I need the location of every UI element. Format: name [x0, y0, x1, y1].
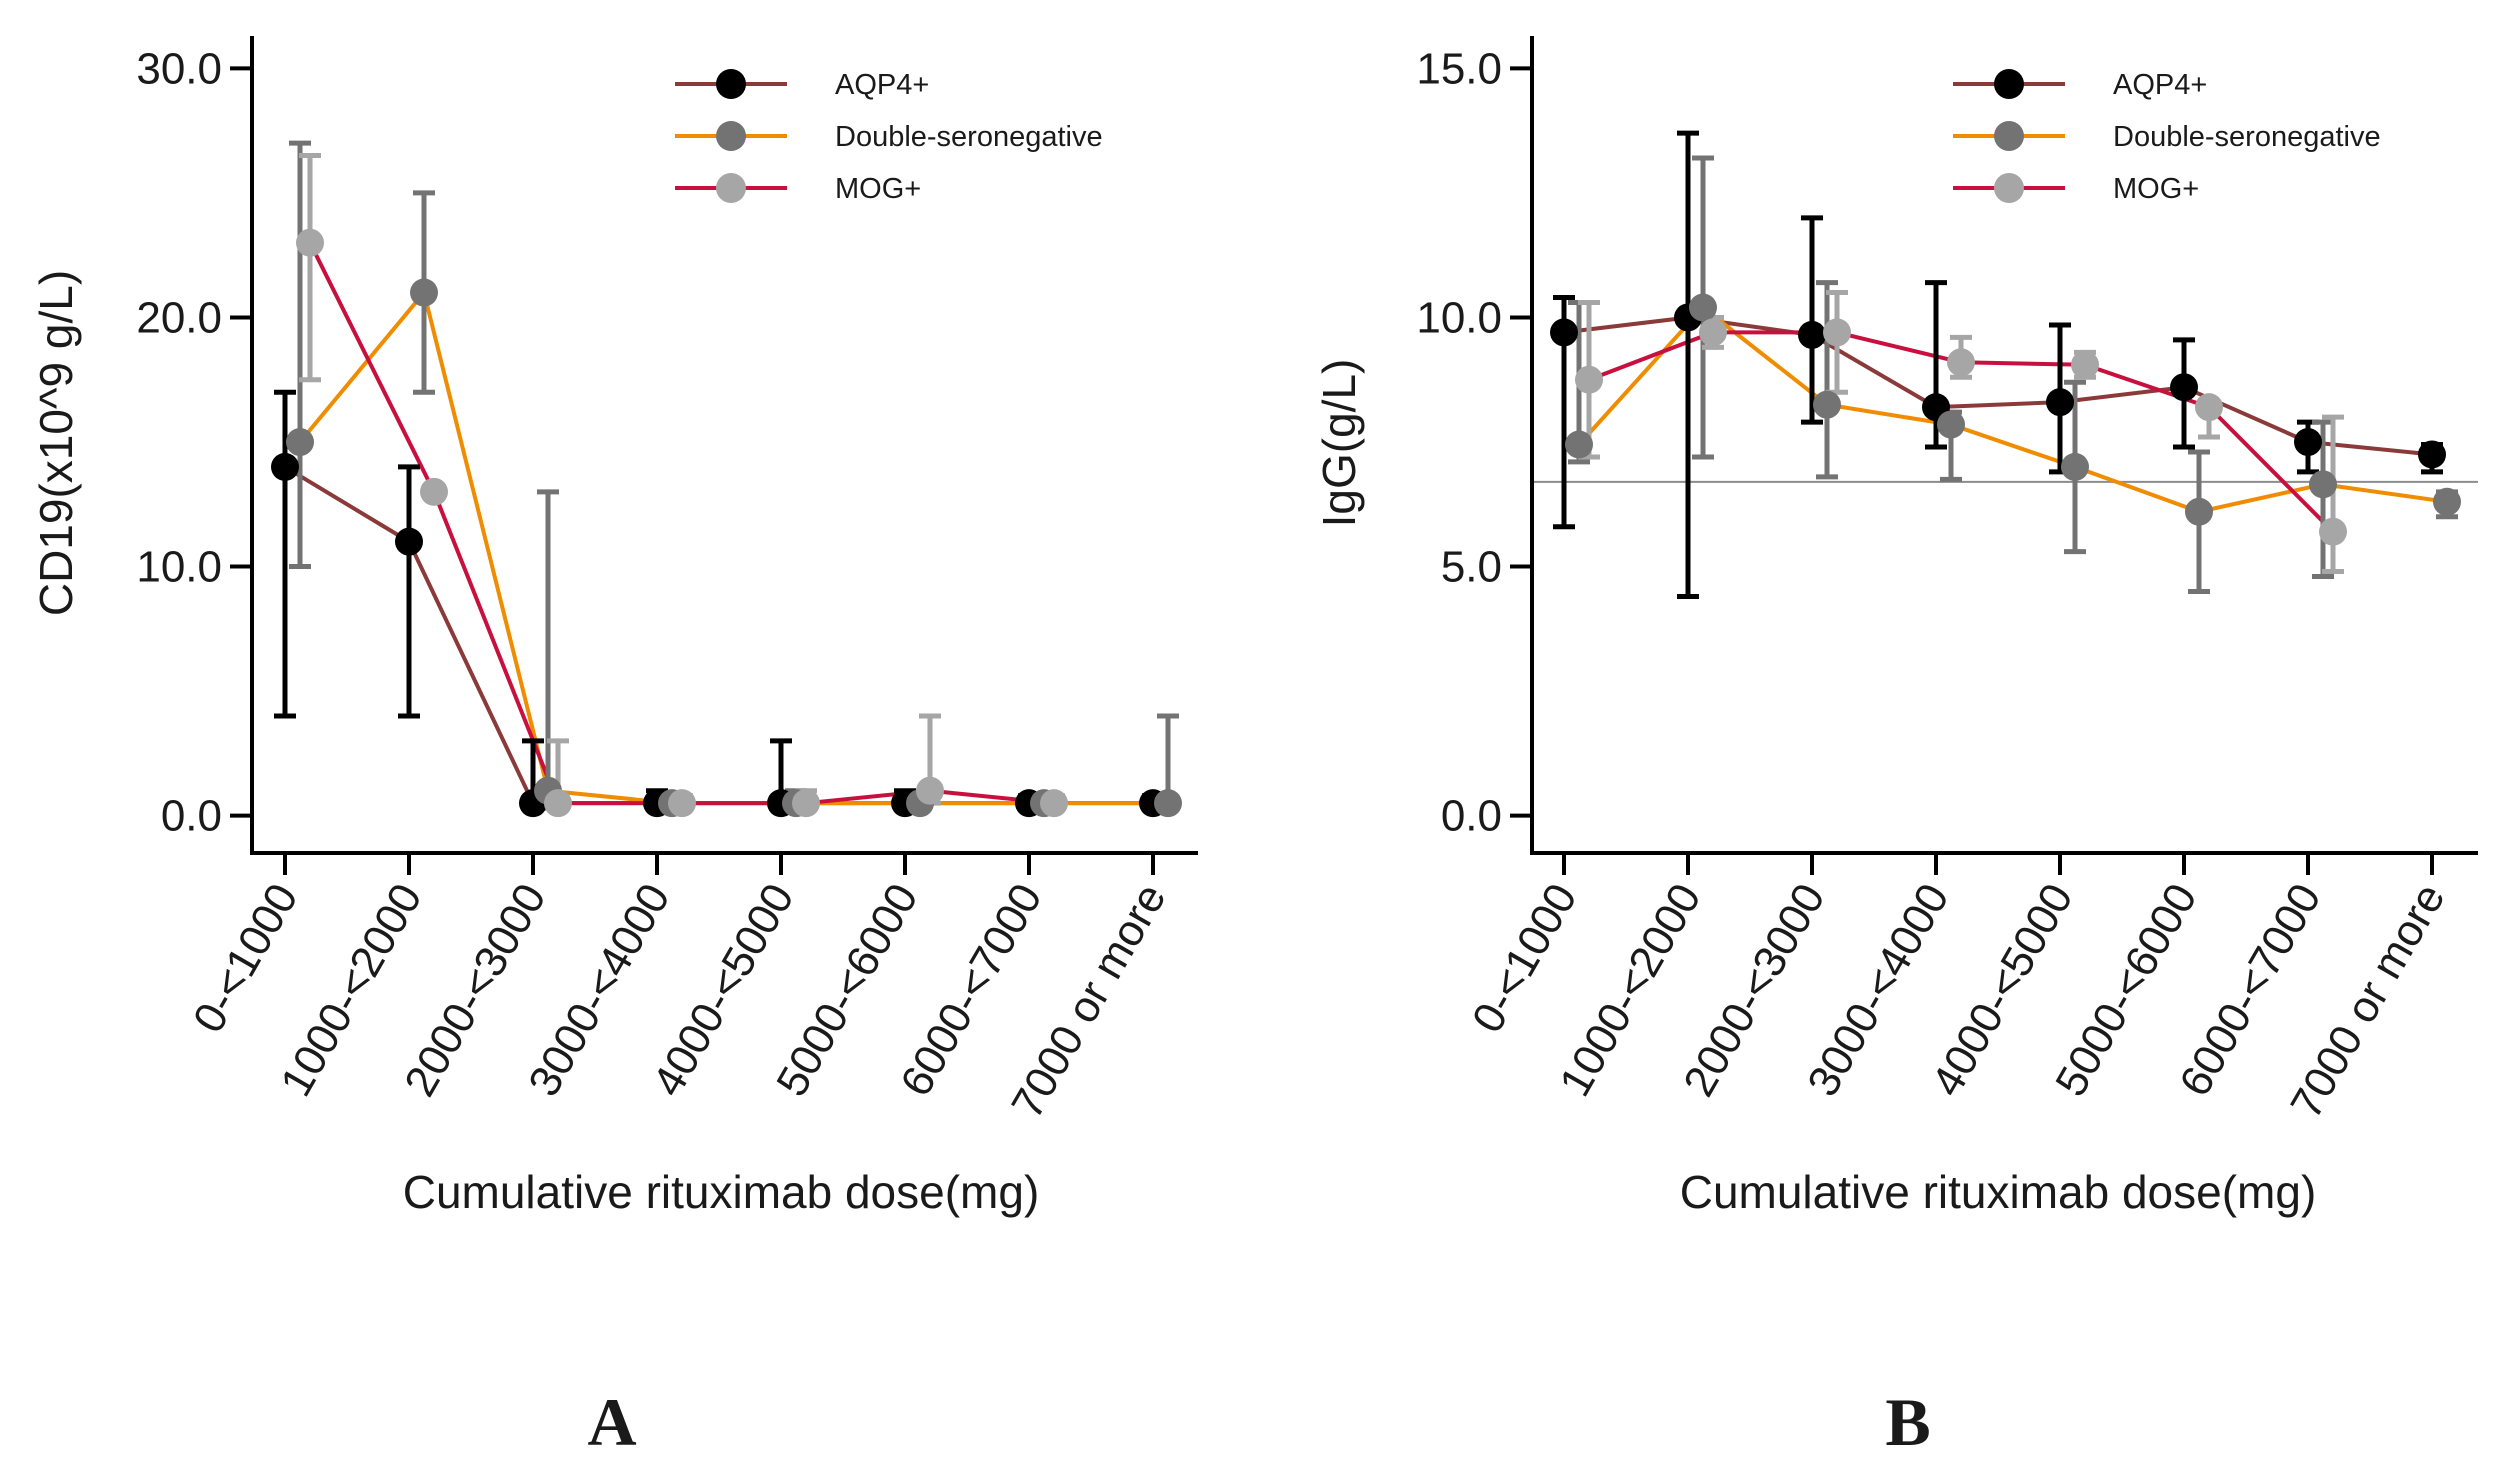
- chart-a-legend-label: AQP4+: [835, 69, 929, 101]
- chart-a-data-point: [420, 477, 448, 506]
- chart-b-xtick-label: 0-<1000: [1463, 876, 1587, 1041]
- chart-panel-a: 0.0 10.0 20.0 30.0 0-<10001000-<20002000-<3…: [30, 36, 1198, 1460]
- chart-b-data-point: [1689, 293, 1717, 322]
- chart-b-legend-marker: [1994, 121, 2024, 151]
- chart-b-legend-marker: [1994, 69, 2024, 99]
- chart-a-data-point: [410, 278, 438, 307]
- chart-a-ytick-label: 10.0: [136, 543, 222, 592]
- chart-b-data-point: [1823, 318, 1851, 347]
- chart-a-x-axis-label: Cumulative rituximab dose(mg): [403, 1166, 1040, 1218]
- chart-a-data-point: [792, 789, 820, 818]
- chart-b-data-point: [2418, 440, 2446, 469]
- chart-a-data-point: [286, 428, 314, 457]
- chart-a-error-bar: [398, 464, 420, 719]
- chart-b-data-point: [2185, 497, 2213, 526]
- panel-label-a: A: [587, 1384, 636, 1460]
- chart-b-ytick-label: 0.0: [1441, 792, 1502, 841]
- chart-b-data-point: [2061, 452, 2089, 481]
- chart-a-x-ticks: 0-<10001000-<20002000-<30003000-<4000400…: [184, 853, 1176, 1127]
- chart-a-y-ticks: 0.0 10.0 20.0 30.0: [136, 44, 252, 841]
- chart-a-legend-marker: [716, 173, 746, 203]
- chart-a-data-point: [271, 452, 299, 481]
- chart-panel-b: 0.0 5.0 10.0 15.0 0-<10001000-<20002000-<30…: [1313, 36, 2478, 1460]
- chart-b-error-bar: [2322, 414, 2344, 575]
- chart-a-legend-marker: [716, 121, 746, 151]
- chart-b-y-ticks: 0.0 5.0 10.0 15.0: [1416, 44, 1532, 841]
- chart-a-legend-marker: [716, 69, 746, 99]
- chart-a-data-point: [668, 789, 696, 818]
- chart-b-data-point: [1798, 320, 1826, 349]
- chart-b-ytick-label: 10.0: [1416, 293, 1502, 342]
- chart-b-ytick-label: 5.0: [1441, 543, 1502, 592]
- chart-a-legend-label: Double-seronegative: [835, 121, 1103, 153]
- chart-b-data-point: [1550, 318, 1578, 347]
- chart-b-data-point: [1565, 430, 1593, 459]
- chart-b-data-point: [2046, 388, 2074, 417]
- chart-a-data-point: [395, 527, 423, 556]
- chart-b-data-point: [2170, 373, 2198, 402]
- chart-b-legend-label: AQP4+: [2113, 69, 2207, 101]
- chart-b-data-point: [1813, 390, 1841, 419]
- chart-a-data-point: [1040, 789, 1068, 818]
- chart-a-ytick-label: 0.0: [161, 792, 222, 841]
- chart-b-y-axis-label: IgG(g/L): [1313, 359, 1365, 528]
- chart-a-ytick-label: 30.0: [136, 44, 222, 93]
- chart-b-data-point: [1937, 410, 1965, 439]
- chart-a-series-line: [283, 465, 1153, 806]
- chart-b-data-point: [1947, 348, 1975, 377]
- chart-a-legend: AQP4+ Double-seronegative MOG+: [675, 69, 1103, 205]
- chart-b-x-axis-label: Cumulative rituximab dose(mg): [1680, 1166, 2317, 1218]
- chart-a-xtick-label: 0-<1000: [184, 876, 308, 1041]
- chart-b-data-point: [2071, 350, 2099, 379]
- chart-a-legend-label: MOG+: [835, 173, 921, 205]
- chart-b-data-point: [2195, 393, 2223, 422]
- chart-a-series-line: [298, 290, 1168, 806]
- chart-b-plot-layer: [1532, 130, 2478, 599]
- chart-b-legend-marker: [1994, 173, 2024, 203]
- panel-label-b: B: [1885, 1384, 1930, 1460]
- chart-b-data-point: [2433, 487, 2461, 516]
- chart-b-legend-label: Double-seronegative: [2113, 121, 2381, 153]
- chart-b-data-point: [2319, 517, 2347, 546]
- chart-a-plot-layer: [271, 140, 1182, 818]
- chart-b-error-bar: [1677, 130, 1699, 599]
- chart-b-data-point: [1575, 365, 1603, 394]
- chart-a-error-bar: [289, 140, 311, 570]
- chart-a-error-bar: [274, 389, 296, 719]
- chart-a-y-axis-label: CD19(x10^9 g/L): [30, 270, 82, 616]
- chart-b-axes: [1530, 36, 2478, 855]
- chart-b-ytick-label: 15.0: [1416, 44, 1502, 93]
- chart-b-x-ticks: 0-<10001000-<20002000-<30003000-<4000400…: [1463, 853, 2455, 1127]
- chart-b-legend-label: MOG+: [2113, 173, 2199, 205]
- chart-b-legend: AQP4+ Double-seronegative MOG+: [1953, 69, 2381, 205]
- chart-b-data-point: [2309, 470, 2337, 499]
- chart-b-error-bar: [1816, 280, 1838, 480]
- chart-a-data-point: [544, 789, 572, 818]
- chart-a-data-point: [916, 776, 944, 805]
- chart-b-data-point: [2294, 428, 2322, 457]
- chart-a-axes: [250, 36, 1198, 855]
- chart-a-error-bar: [299, 153, 321, 383]
- chart-a-data-point: [1154, 789, 1182, 818]
- chart-b-data-point: [1699, 318, 1727, 347]
- chart-a-data-point: [296, 228, 324, 257]
- chart-b-error-bar: [2312, 419, 2334, 580]
- chart-a-ytick-label: 20.0: [136, 293, 222, 342]
- chart-b-error-bar: [1801, 215, 1823, 425]
